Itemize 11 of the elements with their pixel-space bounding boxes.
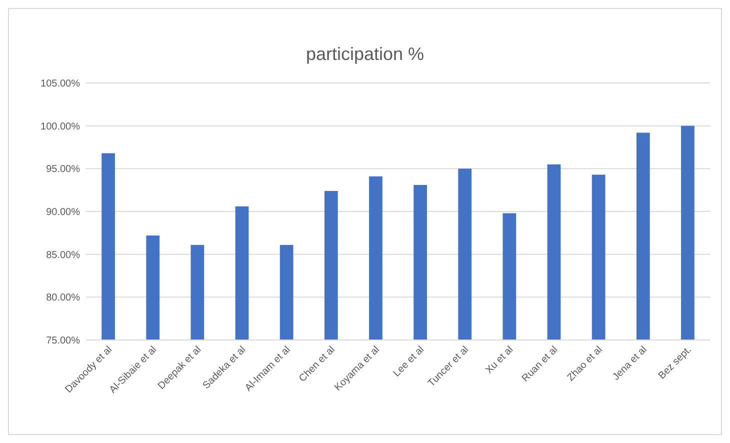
- y-tick-label: 85.00%: [46, 250, 80, 261]
- chart-title: participation %: [306, 44, 424, 64]
- x-tick-label: Lee et al: [391, 344, 426, 380]
- y-tick-label: 75.00%: [46, 336, 80, 346]
- x-tick-label: Xu et al: [484, 344, 516, 376]
- x-tick-label: Bez sept.: [656, 344, 694, 382]
- y-tick-label: 80.00%: [46, 292, 80, 304]
- y-tick-label: 105.00%: [40, 78, 80, 90]
- y-tick-label: 90.00%: [46, 207, 80, 218]
- y-tick-label: 100.00%: [40, 121, 80, 132]
- y-tick-label: 95.00%: [46, 164, 80, 176]
